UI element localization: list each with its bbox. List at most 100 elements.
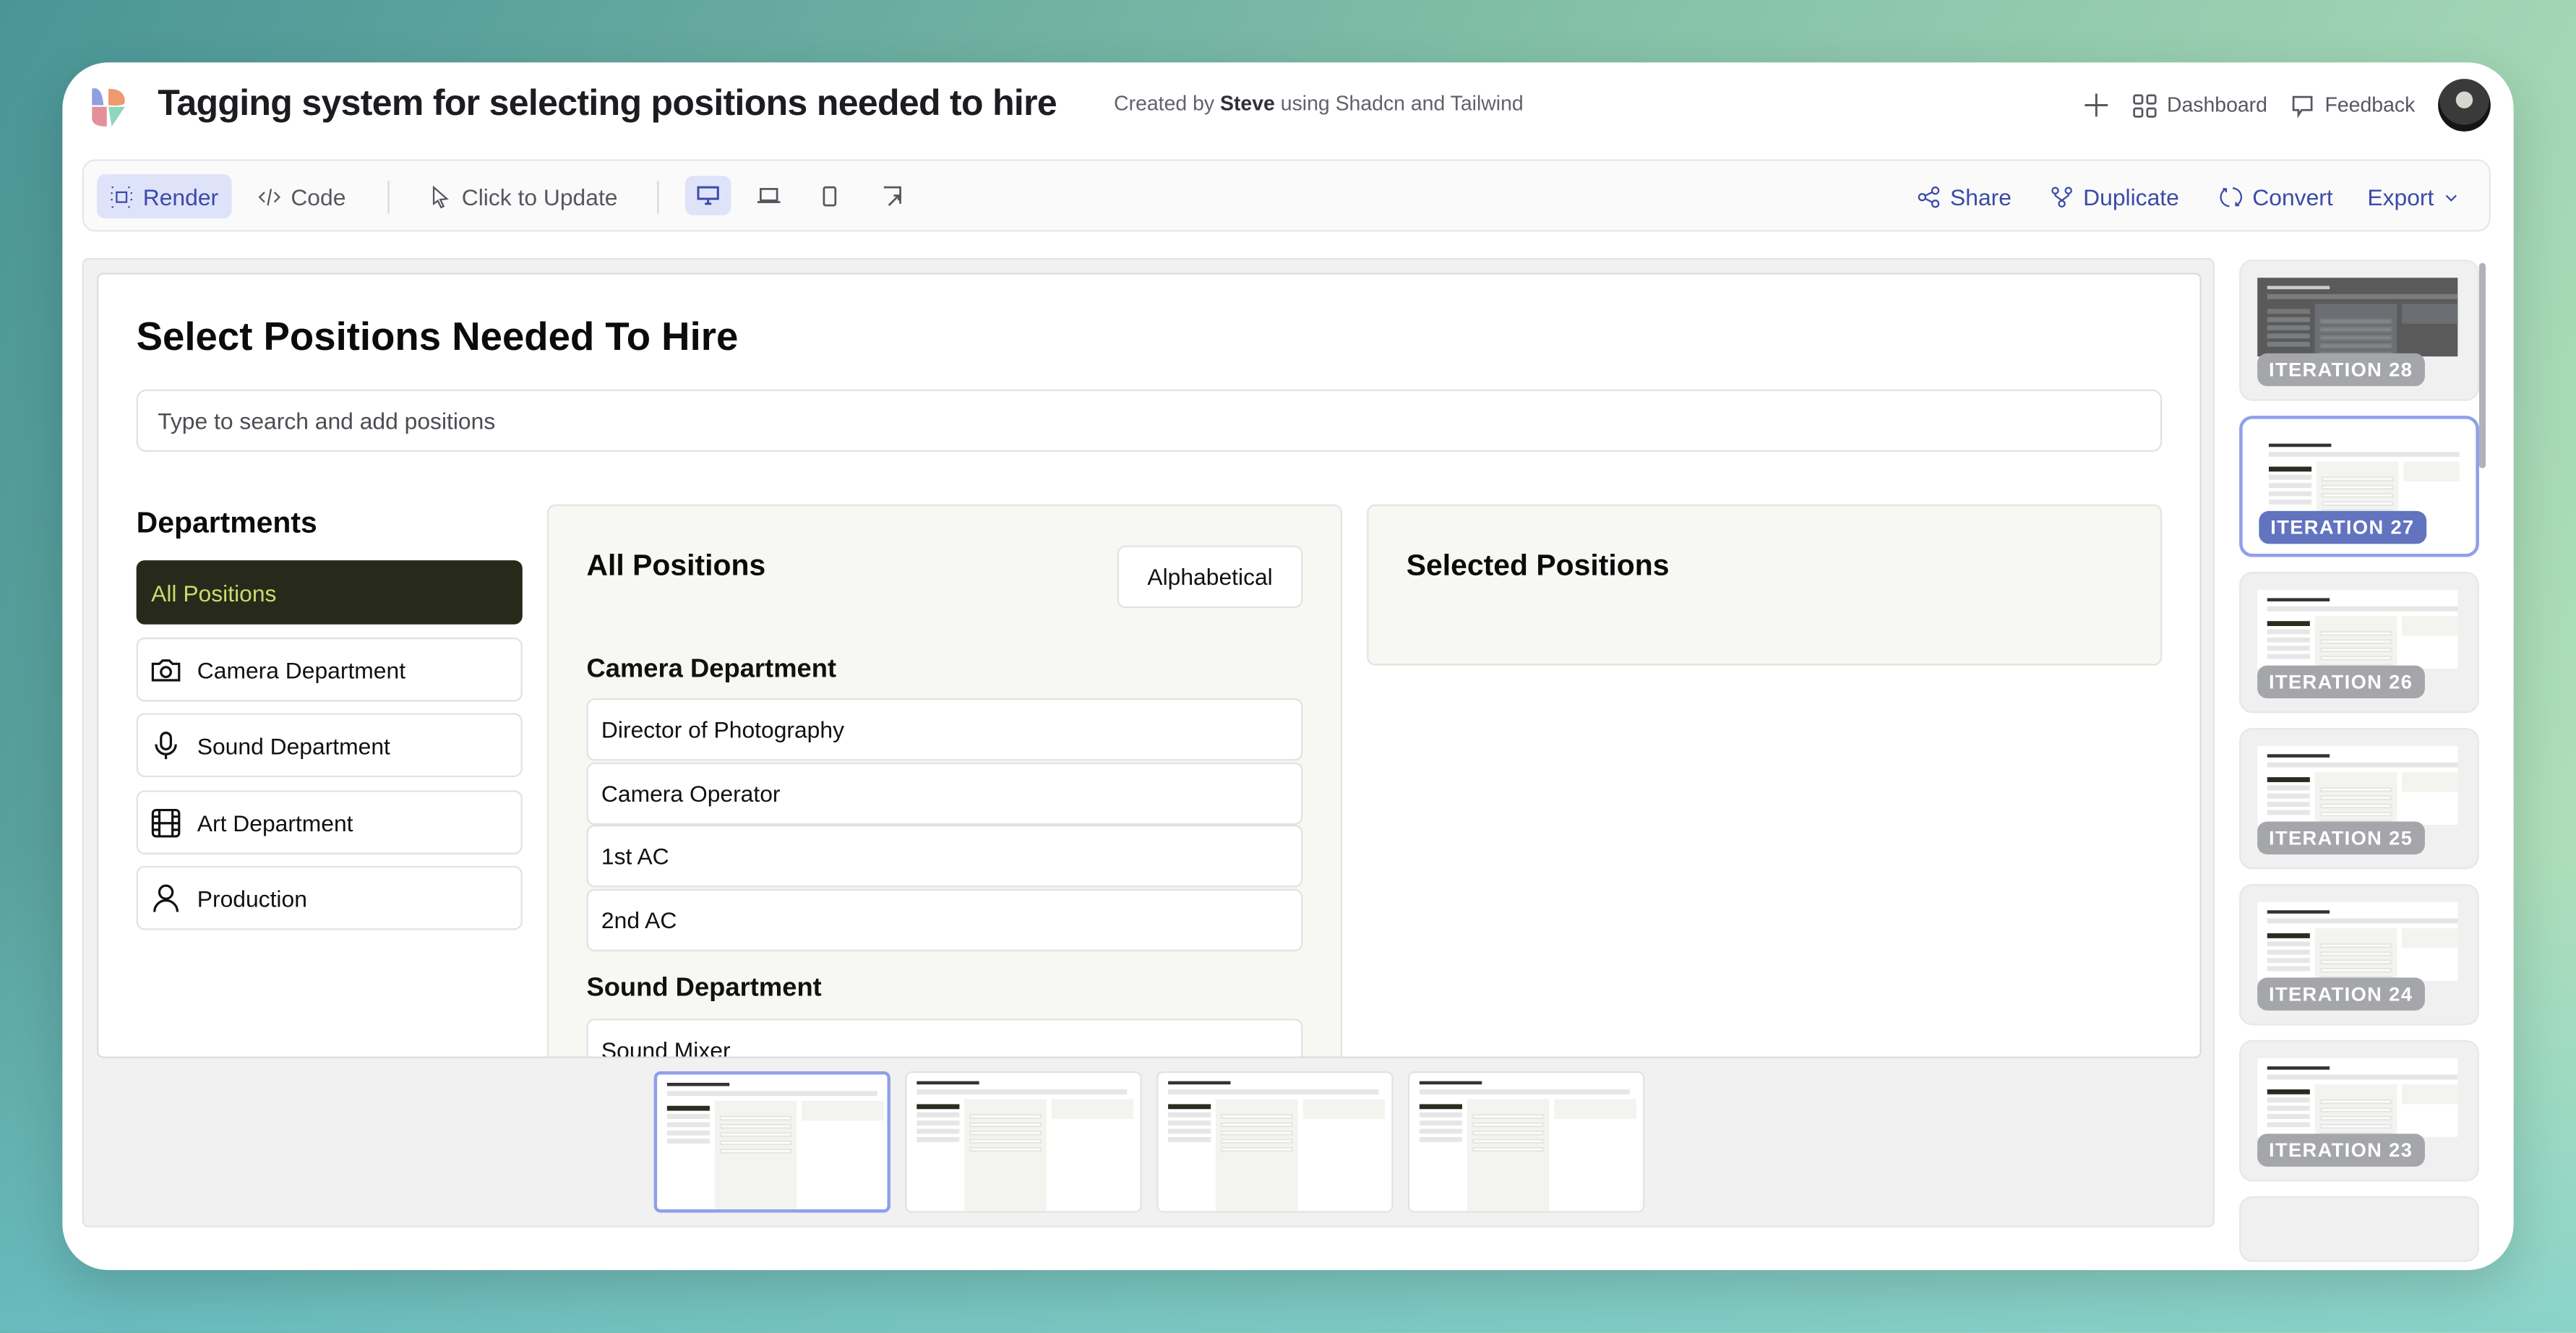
export-dropdown[interactable]: Export	[2354, 174, 2473, 218]
plus-icon	[2085, 93, 2108, 117]
click-to-update-label: Click to Update	[461, 183, 618, 210]
department-art[interactable]: Art Department	[136, 790, 523, 854]
iteration-thumbnail	[2257, 278, 2458, 357]
chevron-down-icon	[2446, 194, 2458, 201]
iteration-card[interactable]: ITERATION 25	[2239, 727, 2479, 870]
position-item[interactable]: Director of Photography	[586, 698, 1303, 761]
selected-positions-title: Selected Positions	[1406, 549, 1670, 582]
iteration-card[interactable]: ITERATION 24	[2239, 883, 2479, 1026]
project-title: Tagging system for selecting positions n…	[158, 82, 1057, 124]
preview-thumbnail[interactable]	[1156, 1071, 1394, 1213]
department-camera[interactable]: Camera Department	[136, 637, 523, 702]
feedback-label: Feedback	[2324, 93, 2416, 117]
render-label: Render	[142, 183, 219, 210]
dashboard-label: Dashboard	[2166, 93, 2267, 117]
export-label: Export	[2367, 183, 2434, 210]
desktop-view-button[interactable]	[684, 176, 731, 215]
open-new-window-button[interactable]	[867, 176, 914, 215]
page-title: Select Positions Needed To Hire	[136, 315, 739, 360]
film-icon	[151, 807, 181, 837]
iteration-badge: ITERATION 26	[2257, 665, 2425, 699]
refresh-icon	[2220, 186, 2243, 207]
iteration-badge: ITERATION 25	[2257, 821, 2425, 854]
iteration-badge: ITERATION 28	[2257, 353, 2425, 387]
all-positions-panel: All Positions Alphabetical Camera Depart…	[546, 504, 1343, 1057]
render-canvas: Select Positions Needed To Hire Type to …	[82, 257, 2215, 1227]
department-label: Art Department	[197, 809, 353, 836]
user-avatar[interactable]	[2438, 79, 2491, 132]
all-positions-title: All Positions	[586, 549, 766, 582]
fork-icon	[2051, 186, 2072, 207]
department-label: All Positions	[151, 579, 277, 606]
share-label: Share	[1950, 183, 2012, 210]
department-all-positions[interactable]: All Positions	[136, 560, 523, 625]
top-actions: Dashboard Feedback	[2083, 79, 2491, 132]
position-item[interactable]: Sound Mixer	[586, 1019, 1303, 1057]
convert-button[interactable]: Convert	[2207, 174, 2346, 218]
code-icon	[258, 188, 281, 205]
iteration-card[interactable]: ITERATION 28	[2239, 260, 2479, 401]
department-production[interactable]: Production	[136, 865, 523, 930]
duplicate-button[interactable]: Duplicate	[2038, 174, 2193, 218]
preview-thumbnail[interactable]	[905, 1071, 1142, 1213]
external-link-icon	[883, 185, 901, 205]
render-icon	[111, 185, 132, 207]
preview-thumbnail[interactable]	[653, 1071, 890, 1213]
mobile-view-button[interactable]	[807, 176, 853, 215]
department-label: Camera Department	[197, 656, 406, 683]
departments-heading: Departments	[136, 506, 317, 539]
iteration-thumbnail	[2257, 1058, 2458, 1137]
cursor-icon	[432, 184, 449, 208]
camera-icon	[151, 659, 181, 681]
app-logo[interactable]	[89, 85, 129, 128]
department-label: Sound Department	[197, 732, 390, 758]
iteration-card[interactable]: ITERATION 26	[2239, 572, 2479, 713]
author-name: Steve	[1220, 92, 1275, 116]
iterations-scrollbar[interactable]	[2478, 262, 2486, 468]
app-window: Tagging system for selecting positions n…	[62, 62, 2514, 1271]
iteration-badge: ITERATION 27	[2259, 510, 2426, 544]
code-label: Code	[291, 183, 346, 210]
group-heading: Camera Department	[586, 655, 837, 684]
user-icon	[153, 883, 179, 912]
iteration-badge: ITERATION 23	[2257, 1133, 2425, 1167]
code-tab[interactable]: Code	[245, 174, 359, 218]
position-item[interactable]: Camera Operator	[586, 762, 1303, 826]
share-button[interactable]: Share	[1904, 174, 2025, 218]
department-label: Production	[197, 885, 307, 912]
iteration-thumbnail	[2257, 745, 2458, 826]
mic-icon	[155, 731, 177, 758]
grid-icon	[2133, 93, 2157, 117]
position-search-input[interactable]: Type to search and add positions	[136, 389, 2163, 453]
iteration-badge: ITERATION 24	[2257, 977, 2425, 1011]
phone-icon	[823, 185, 837, 206]
iteration-thumbnail	[2257, 901, 2458, 981]
laptop-view-button[interactable]	[746, 176, 792, 215]
department-sound[interactable]: Sound Department	[136, 713, 523, 778]
click-to-update-button[interactable]: Click to Update	[416, 174, 631, 218]
toolbar: Render Code Click to Update Share Duplic…	[82, 159, 2491, 232]
dashboard-button[interactable]: Dashboard	[2132, 93, 2267, 117]
iteration-card[interactable]: ITERATION 23	[2239, 1040, 2479, 1182]
iteration-card[interactable]	[2239, 1196, 2479, 1262]
feedback-button[interactable]: Feedback	[2291, 93, 2416, 118]
convert-label: Convert	[2252, 183, 2333, 210]
share-icon	[1918, 185, 1940, 207]
render-tab[interactable]: Render	[97, 173, 232, 219]
preview-thumbnail[interactable]	[1407, 1071, 1645, 1213]
divider	[387, 181, 390, 214]
subtitle-suffix: using Shadcn and Tailwind	[1280, 92, 1524, 116]
position-item[interactable]: 2nd AC	[586, 888, 1303, 952]
sort-button[interactable]: Alphabetical	[1117, 545, 1303, 609]
divider	[657, 181, 659, 214]
app-preview: Select Positions Needed To Hire Type to …	[97, 273, 2202, 1058]
iteration-card[interactable]: ITERATION 27	[2239, 416, 2479, 557]
iteration-thumbnail	[2259, 435, 2460, 515]
monitor-icon	[697, 186, 719, 205]
iteration-thumbnail	[2257, 590, 2458, 669]
group-heading: Sound Department	[586, 974, 822, 1003]
selected-positions-panel: Selected Positions	[1367, 504, 2163, 666]
position-item[interactable]: 1st AC	[586, 825, 1303, 888]
message-icon	[2292, 95, 2313, 118]
new-project-button[interactable]	[2083, 92, 2109, 118]
